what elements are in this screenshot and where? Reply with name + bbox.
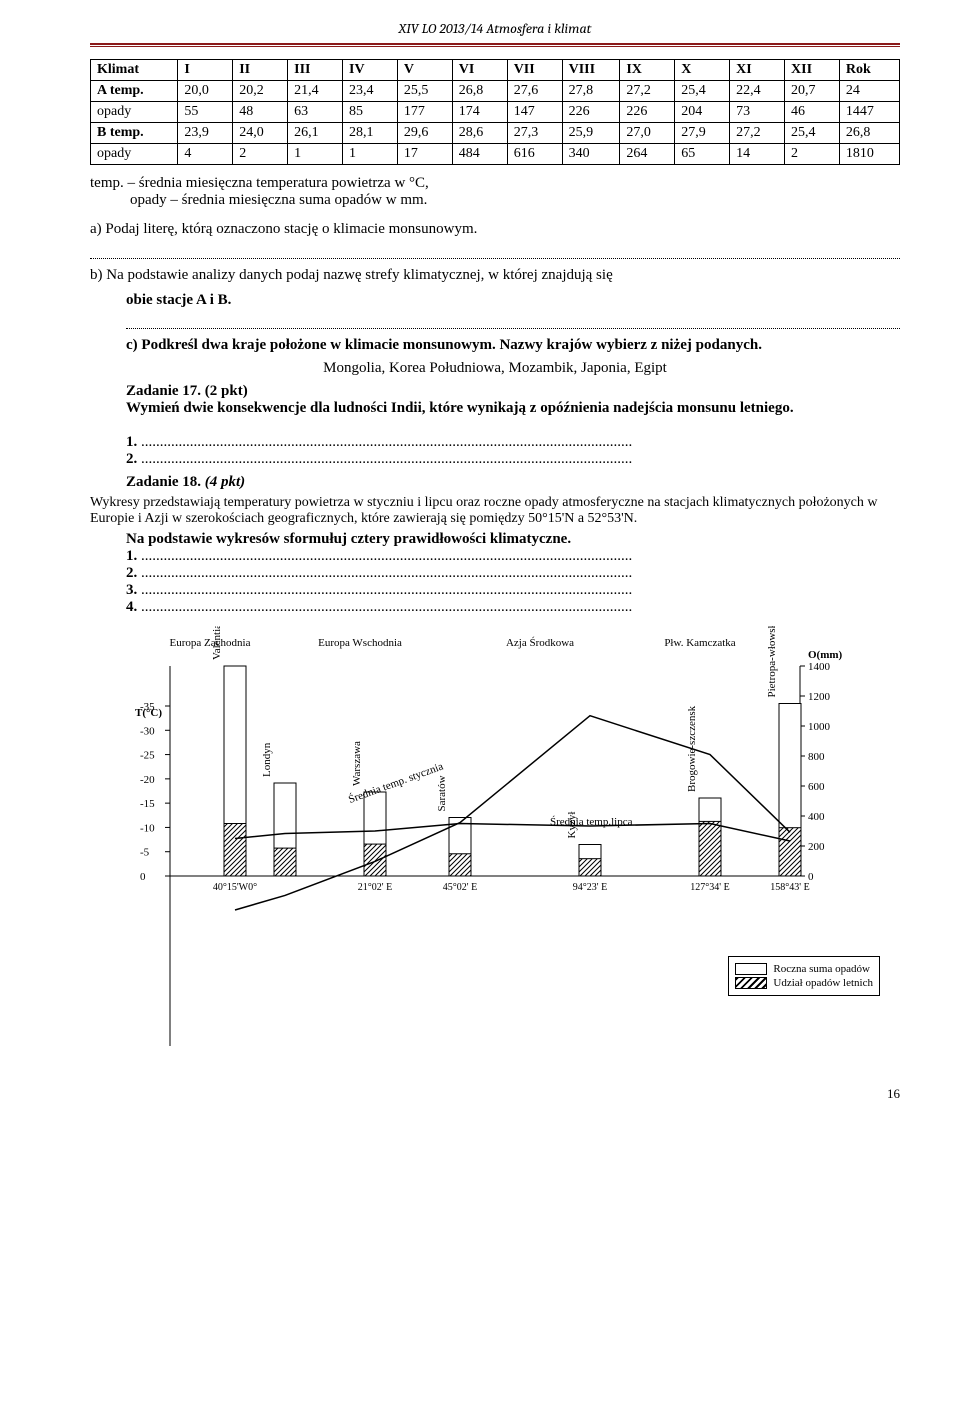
task17-body: Wymień dwie konsekwencje dla ludności In… [126,400,900,417]
page-header: XIV LO 2013/14 Atmosfera i klimat [90,20,900,37]
svg-text:600: 600 [808,781,825,793]
answer-line-b[interactable] [126,313,900,330]
svg-text:-15: -15 [140,798,155,810]
task18-head: Zadanie 18. (4 pkt) [126,474,900,491]
task18-answer-1[interactable]: 1. .....................................… [126,548,900,565]
svg-text:T(°C): T(°C) [135,707,162,719]
label-2b: 2. [126,565,137,581]
svg-text:1200: 1200 [808,691,831,703]
svg-text:Azja Środkowa: Azja Środkowa [506,637,574,649]
svg-text:Warszawa: Warszawa [351,741,363,786]
svg-text:Valentia: Valentia [211,626,223,660]
task18-answer-3[interactable]: 3. .....................................… [126,582,900,599]
svg-text:O(mm): O(mm) [808,649,843,661]
header-rule [90,43,900,47]
svg-text:45°02' E: 45°02' E [443,882,477,893]
prompt-a: a) Podaj literę, którą oznaczono stację … [90,221,900,238]
svg-text:21°02' E: 21°02' E [358,882,392,893]
caption-line-1: temp. – średnia miesięczna temperatura p… [90,175,900,192]
prompt-c: c) Podkreśl dwa kraje położone w klimaci… [126,337,900,354]
svg-text:Średnia temp.lipca: Średnia temp.lipca [550,816,633,828]
prompt-b-sub: obie stacje A i B. [126,292,900,309]
task18-head-b: (4 pkt) [205,474,245,490]
label-3: 3. [126,582,137,598]
svg-text:-30: -30 [140,725,155,737]
svg-text:-20: -20 [140,774,155,786]
country-list: Mongolia, Korea Południowa, Mozambik, Ja… [90,360,900,377]
svg-text:-5: -5 [140,847,150,859]
svg-text:1000: 1000 [808,721,831,733]
label-4: 4. [126,599,137,615]
label-1: 1. [126,434,137,450]
svg-text:Pietropa-włowsk: Pietropa-włowsk [766,626,778,698]
svg-text:200: 200 [808,841,825,853]
legend-swatch-summer [735,977,767,989]
svg-text:Płw. Kamczatka: Płw. Kamczatka [664,637,735,649]
answer-line-a[interactable] [90,242,900,259]
svg-text:400: 400 [808,811,825,823]
climate-table: KlimatIIIIIIIVVVIVIIVIIIIXXXIXIIRok A te… [90,59,900,165]
label-1b: 1. [126,548,137,564]
svg-text:Londyn: Londyn [261,742,273,777]
legend-swatch-total [735,963,767,975]
svg-text:Saratów: Saratów [436,775,448,811]
task18-answer-4[interactable]: 4. .....................................… [126,599,900,616]
legend-label-total: Roczna suma opadów [773,963,870,975]
task17-answer-2[interactable]: 2. .....................................… [126,451,900,468]
svg-text:-25: -25 [140,750,155,762]
chart-legend: Roczna suma opadów Udział opadów letnich [728,956,880,996]
svg-text:40°15'W0°: 40°15'W0° [213,882,257,893]
label-2: 2. [126,451,137,467]
svg-text:94°23' E: 94°23' E [573,882,607,893]
svg-text:158°43' E: 158°43' E [770,882,809,893]
task17-answer-1[interactable]: 1. .....................................… [126,434,900,451]
task18-head-a: Zadanie 18. [126,474,205,490]
svg-text:800: 800 [808,751,825,763]
svg-text:-10: -10 [140,822,155,834]
task18-body: Wykresy przedstawiają temperatury powiet… [90,495,900,527]
task18-answer-2[interactable]: 2. .....................................… [126,565,900,582]
svg-text:1400: 1400 [808,661,831,673]
svg-text:Europa Wschodnia: Europa Wschodnia [318,637,402,649]
caption-line-2: opady – średnia miesięczna suma opadów w… [130,192,900,209]
page-number: 16 [90,1086,900,1102]
table-caption: temp. – średnia miesięczna temperatura p… [90,175,900,209]
task18-instruction: Na podstawie wykresów sformułuj cztery p… [126,531,900,548]
climate-chart: 1400120010008006004002000O(mm)0-5-10-15-… [120,626,880,1056]
prompt-b: b) Na podstawie analizy danych podaj naz… [90,267,900,284]
svg-text:0: 0 [140,871,146,883]
legend-label-summer: Udział opadów letnich [773,977,873,989]
task17-head: Zadanie 17. (2 pkt) [126,383,900,400]
svg-text:127°34' E: 127°34' E [690,882,729,893]
